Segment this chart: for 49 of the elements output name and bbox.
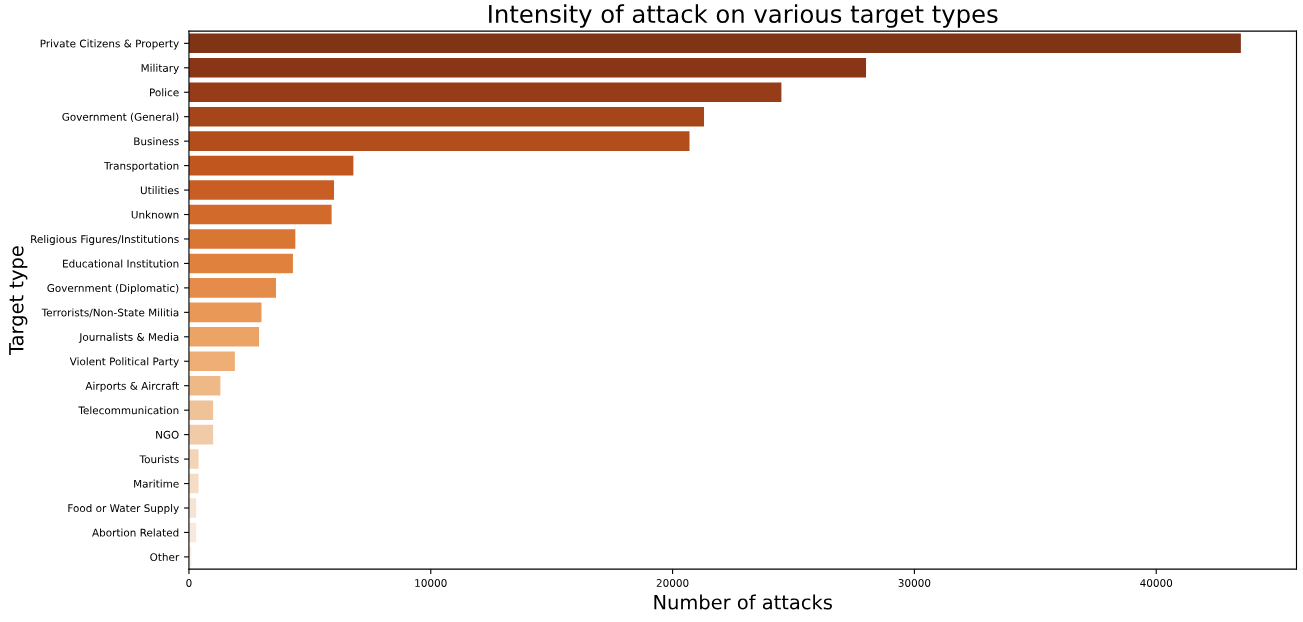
y-tick-label: Abortion Related [92,528,179,537]
y-tick-label: Military [141,63,179,74]
y-tick-label: Transportation [103,161,179,172]
bar [188,278,276,298]
x-tick-label: 30000 [898,579,931,587]
bar [188,229,296,249]
bar [188,58,867,78]
bar [188,400,214,420]
x-tick-label: 10000 [415,579,447,587]
bar [188,180,335,200]
x-tick-label: 20000 [656,579,689,587]
y-tick-label: Terrorists/Non-State Militia [41,308,179,318]
y-tick-label: Utilities [140,186,179,195]
y-tick-label: Airports & Aircraft [85,381,179,392]
y-axis-title: Target type [9,246,28,356]
y-tick-label: Private Citizens & Property [40,39,179,50]
bar [188,449,199,469]
y-tick-label: Violent Political Party [69,357,179,368]
bar [188,351,235,372]
y-tick-label: Tourists [139,455,179,464]
bar [188,424,214,445]
bar [188,375,221,396]
y-tick-label: Unknown [131,210,179,219]
y-tick-label: Business [134,137,179,146]
y-tick-label: Government (Diplomatic) [47,283,179,295]
bar [188,106,705,127]
y-tick-label: Government (General) [62,112,179,123]
y-tick-label: Educational Institution [63,259,179,268]
y-tick-label: Religious Figures/Institutions [31,235,179,246]
bar [188,33,1241,54]
x-tick-label: 0 [186,579,192,587]
chart-title: Intensity of attack on various target types [489,4,998,28]
bar [188,155,354,176]
y-tick-label: NGO [156,430,179,439]
y-tick-label: Maritime [134,479,179,488]
bar [188,473,199,494]
y-tick-label: Food or Water Supply [68,504,179,515]
bar [188,302,262,323]
x-tick-label: 40000 [1140,579,1173,587]
bar [188,82,782,103]
y-tick-label: Journalists & Media [78,332,179,343]
y-tick-label: Other [150,552,180,562]
y-tick-label: Telecommunication [78,406,179,415]
x-axis-title: Number of attacks [654,594,832,610]
bar [188,204,332,225]
bar [188,131,690,151]
bar [188,253,293,274]
y-tick-label: Police [150,88,179,97]
bar [188,327,260,347]
